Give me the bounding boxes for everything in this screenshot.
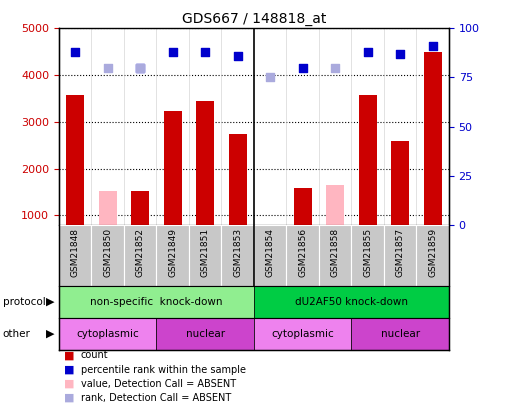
Bar (59, 286, 254, 318)
Text: ■: ■ (64, 393, 74, 403)
Bar (99, 191, 116, 225)
Bar (424, 52, 442, 225)
Bar (319, 225, 351, 286)
Text: GSM21854: GSM21854 (266, 228, 274, 277)
Text: ▶: ▶ (46, 297, 54, 307)
Text: GSM21852: GSM21852 (136, 228, 145, 277)
Text: non-specific  knock-down: non-specific knock-down (90, 297, 223, 307)
Point (233, 53, 242, 59)
Point (136, 64, 144, 71)
Text: count: count (81, 350, 108, 360)
Bar (196, 101, 214, 225)
Text: GSM21848: GSM21848 (71, 228, 80, 277)
Bar (189, 225, 222, 286)
Point (104, 64, 112, 71)
Bar (59, 225, 91, 286)
Text: ■: ■ (64, 350, 74, 360)
Text: nuclear: nuclear (186, 329, 225, 339)
Point (364, 49, 372, 55)
Text: ■: ■ (64, 364, 74, 375)
Bar (391, 141, 409, 225)
Bar (286, 225, 319, 286)
Bar (229, 134, 247, 225)
Text: protocol: protocol (3, 297, 45, 307)
Text: ▶: ▶ (46, 329, 54, 339)
Text: GSM21856: GSM21856 (298, 228, 307, 277)
Point (169, 49, 177, 55)
Point (136, 64, 144, 71)
Text: GSM21858: GSM21858 (331, 228, 340, 277)
Bar (254, 286, 449, 318)
Bar (131, 191, 149, 225)
Text: GSM21849: GSM21849 (168, 228, 177, 277)
Text: GSM21853: GSM21853 (233, 228, 242, 277)
Text: GSM21851: GSM21851 (201, 228, 210, 277)
Text: value, Detection Call = ABSENT: value, Detection Call = ABSENT (81, 379, 235, 389)
Point (396, 51, 404, 57)
Point (299, 64, 307, 71)
Bar (66, 95, 84, 225)
Bar (124, 225, 156, 286)
Point (331, 64, 339, 71)
Bar (91, 225, 124, 286)
Bar (222, 225, 254, 286)
Bar (326, 185, 344, 225)
Bar (294, 188, 311, 225)
Text: other: other (3, 329, 30, 339)
Bar (351, 225, 384, 286)
Bar (254, 318, 351, 350)
Point (266, 74, 274, 81)
Text: dU2AF50 knock-down: dU2AF50 knock-down (295, 297, 408, 307)
Text: nuclear: nuclear (381, 329, 420, 339)
Bar (384, 225, 417, 286)
Bar (261, 225, 279, 258)
Point (201, 49, 209, 55)
Bar (59, 318, 156, 350)
Bar (164, 111, 182, 225)
Bar (359, 95, 377, 225)
Text: GSM21857: GSM21857 (396, 228, 405, 277)
Text: cytoplasmic: cytoplasmic (76, 329, 139, 339)
Text: percentile rank within the sample: percentile rank within the sample (81, 364, 246, 375)
Bar (254, 225, 286, 286)
Bar (156, 225, 189, 286)
Point (71, 49, 80, 55)
Text: rank, Detection Call = ABSENT: rank, Detection Call = ABSENT (81, 393, 231, 403)
Bar (417, 225, 449, 286)
Text: GSM21850: GSM21850 (103, 228, 112, 277)
Text: ■: ■ (64, 379, 74, 389)
Bar (156, 318, 254, 350)
Text: cytoplasmic: cytoplasmic (271, 329, 334, 339)
Text: GSM21859: GSM21859 (428, 228, 437, 277)
Point (428, 43, 437, 49)
Text: GSM21855: GSM21855 (363, 228, 372, 277)
Bar (351, 318, 449, 350)
Title: GDS667 / 148818_at: GDS667 / 148818_at (182, 12, 326, 26)
